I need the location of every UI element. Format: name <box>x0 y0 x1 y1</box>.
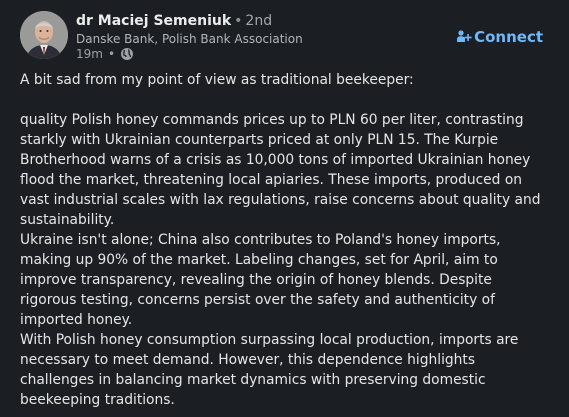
separator-dot: • <box>107 47 116 61</box>
post-body: A bit sad from my point of view as tradi… <box>20 70 542 410</box>
connect-button[interactable]: Connect <box>456 26 543 48</box>
post-time: 19m <box>76 47 103 61</box>
globe-icon <box>120 47 134 61</box>
post-paragraph: quality Polish honey commands prices up … <box>20 112 545 228</box>
avatar[interactable] <box>20 11 68 59</box>
author-line: dr Maciej Semeniuk • 2nd <box>76 12 272 30</box>
profile-photo-icon <box>20 11 68 59</box>
post-timestamp-line: 19m • <box>76 46 134 62</box>
add-person-icon <box>456 29 472 45</box>
post-header: dr Maciej Semeniuk • 2nd Danske Bank, Poli… <box>20 10 549 65</box>
post-paragraph: A bit sad from my point of view as tradi… <box>20 72 414 88</box>
connect-label: Connect <box>474 28 543 46</box>
post-paragraph: Ukraine isn't alone; China also contribu… <box>20 232 505 328</box>
paragraph-spacer <box>20 90 542 110</box>
author-name[interactable]: dr Maciej Semeniuk <box>76 13 232 29</box>
separator-dot: • <box>234 13 243 29</box>
connection-degree: 2nd <box>245 13 273 29</box>
author-headline: Danske Bank, Polish Bank Association <box>76 32 303 46</box>
post-paragraph: With Polish honey consumption surpassing… <box>20 332 523 408</box>
